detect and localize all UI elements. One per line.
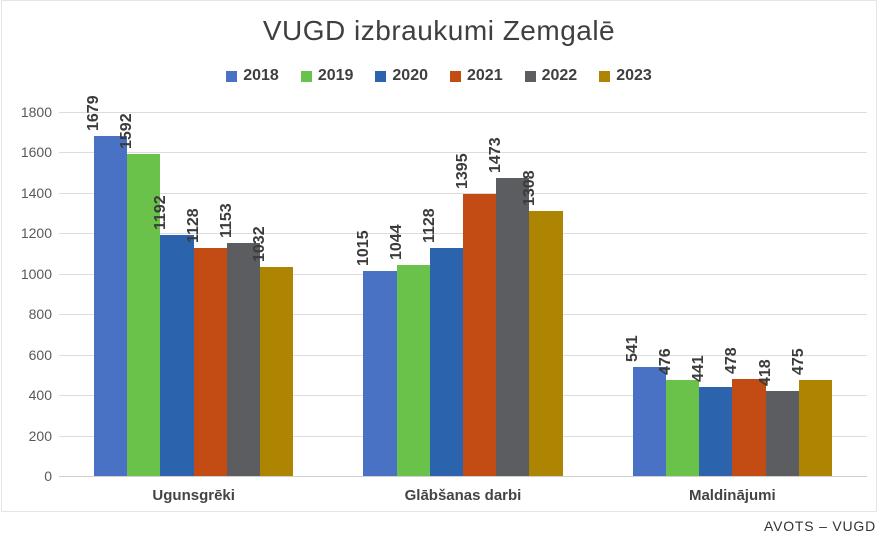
legend-swatch-2020 [375, 70, 387, 82]
bar-value-label: 478 [723, 347, 741, 375]
bar-value-label: 441 [690, 355, 708, 382]
bar-2019-cat2 [665, 379, 700, 476]
legend-label: 2018 [243, 67, 279, 84]
bar-value-label: 1153 [217, 203, 235, 238]
bar-2021-cat1 [463, 193, 497, 476]
legend-swatch-2022 [524, 70, 536, 82]
bar-value-label: 475 [789, 348, 807, 375]
bar-2018-cat0 [94, 136, 128, 476]
legend-item-2023: 2023 [599, 67, 652, 85]
legend-item-2021: 2021 [450, 67, 503, 85]
chart-legend: 2018 2019 2020 2021 2022 2023 [2, 67, 876, 85]
legend-item-2020: 2020 [375, 67, 428, 85]
bar-2021-cat0 [193, 247, 227, 476]
bar-2018-cat2 [632, 366, 666, 476]
bar-value-label: 1128 [184, 208, 202, 243]
x-axis-category-label: Ugunsgrēki [152, 487, 235, 504]
bar-value-label: 1395 [454, 153, 472, 189]
legend-swatch-2018 [226, 70, 238, 82]
legend-label: 2020 [392, 67, 428, 84]
legend-item-2022: 2022 [524, 67, 578, 85]
bar-value-label: 1308 [520, 170, 538, 207]
y-axis-tick-label: 1200 [20, 225, 52, 242]
bar-value-label: 1473 [487, 137, 505, 174]
bar-value-label: 541 [623, 334, 641, 362]
y-axis-tick-label: 400 [28, 387, 52, 404]
x-axis-line [59, 476, 867, 477]
bar-value-label: 1044 [387, 224, 405, 260]
legend-label: 2022 [541, 67, 578, 84]
y-axis-tick-label: 1000 [20, 265, 52, 282]
bar-value-label: 1192 [151, 195, 169, 230]
gridline [59, 152, 867, 154]
legend-label: 2021 [467, 67, 503, 84]
y-axis-tick-label: 1800 [20, 104, 52, 120]
bar-value-label: 418 [756, 359, 774, 387]
y-axis-tick-label: 1600 [20, 144, 52, 161]
bar-2022-cat1 [496, 178, 530, 476]
legend-item-2019: 2019 [300, 67, 354, 85]
y-axis-tick-label: 600 [28, 346, 52, 363]
bar-2023-cat0 [260, 267, 294, 476]
source-note: AVOTS – VUGD [763, 518, 876, 534]
chart-title: VUGD izbraukumi Zemgalē [262, 15, 616, 46]
legend-item-2018: 2018 [226, 67, 279, 85]
bar-value-label: 1592 [118, 113, 136, 150]
bar-2023-cat1 [529, 211, 563, 476]
gridline [59, 192, 867, 194]
bar-value-label: 1032 [251, 226, 269, 263]
bar-2020-cat1 [429, 247, 463, 476]
bar-value-label: 1015 [354, 230, 372, 266]
y-axis-tick-label: 200 [28, 427, 52, 444]
y-axis-tick-label: 0 [44, 468, 52, 484]
legend-swatch-2021 [450, 70, 461, 82]
bar-2020-cat0 [160, 234, 194, 476]
bar-2022-cat0 [226, 242, 261, 476]
bar-2019-cat0 [127, 154, 161, 476]
bar-2018-cat1 [363, 270, 397, 476]
bar-2019-cat1 [396, 264, 430, 476]
x-axis-category-label: Glābšanas darbi [404, 487, 522, 504]
bar-2020-cat2 [699, 386, 733, 476]
bar-value-label: 1679 [85, 95, 103, 132]
legend-label: 2023 [616, 67, 652, 84]
bar-2023-cat2 [798, 379, 832, 476]
x-axis-category-label: Maldinājumi [688, 487, 776, 504]
legend-swatch-2023 [599, 70, 611, 82]
bar-2021-cat2 [732, 379, 766, 476]
legend-label: 2019 [317, 67, 354, 84]
y-axis-tick-label: 800 [28, 306, 52, 323]
y-axis-tick-label: 1400 [20, 184, 52, 201]
bar-value-label: 476 [657, 348, 675, 375]
gridline [59, 112, 867, 113]
legend-swatch-2019 [300, 70, 312, 82]
bar-value-label: 1128 [420, 208, 438, 243]
bar-2022-cat2 [765, 391, 799, 476]
chart-card: VUGD izbraukumi Zemgalē 2018 2019 2020 2021… [1, 0, 877, 512]
